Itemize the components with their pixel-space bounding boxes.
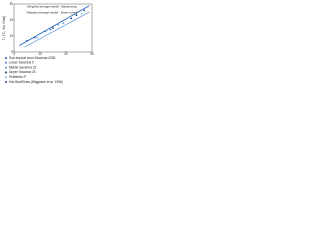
point	[49, 28, 52, 31]
fit-line-label: Weighted average rainfall - Mawlynnong	[27, 5, 77, 9]
point	[83, 9, 86, 12]
legend-label: Pebbleton P	[9, 75, 26, 79]
y-tick-label: 20	[9, 18, 13, 22]
point	[44, 30, 47, 33]
point	[62, 22, 65, 25]
y-tick-label: 10	[9, 34, 13, 38]
point	[26, 39, 28, 42]
legend-marker	[5, 66, 7, 69]
point	[57, 23, 60, 26]
x-tick-label: 0	[13, 52, 15, 56]
fit-line	[24, 11, 90, 48]
plot-frame	[13, 3, 93, 53]
legend-label: Upper Savanna 25	[9, 70, 36, 74]
point	[33, 36, 36, 39]
point	[36, 36, 39, 39]
x-tick-label: 30	[90, 52, 94, 56]
y-tick-label: 30	[9, 2, 13, 6]
fit-line	[19, 5, 90, 46]
legend-label: Kilo BradShaw (Wigginton et al. 1996)	[9, 80, 63, 84]
x-tick-label: 20	[64, 52, 68, 56]
point	[52, 27, 54, 29]
legend-label: Sub-tropical semi-Savanna 2006	[9, 56, 55, 60]
legend-marker	[5, 81, 7, 83]
legend-marker	[5, 76, 7, 79]
legend-marker	[5, 57, 7, 59]
legend-label: Lower Savanna 5	[9, 61, 34, 65]
point	[70, 17, 73, 20]
y-axis-label: Tₑ (°C, Sw, Grail)	[2, 16, 6, 40]
fit-line-label: Weighted average rainfall - Sheet curren…	[27, 11, 78, 15]
x-tick-label: 10	[38, 52, 42, 56]
point	[75, 14, 78, 17]
point	[80, 12, 83, 15]
y-tick-label: 0	[11, 50, 13, 54]
legend-marker	[5, 71, 7, 74]
legend-marker	[5, 61, 7, 64]
legend-label: Middle Savanna 15	[9, 65, 37, 69]
